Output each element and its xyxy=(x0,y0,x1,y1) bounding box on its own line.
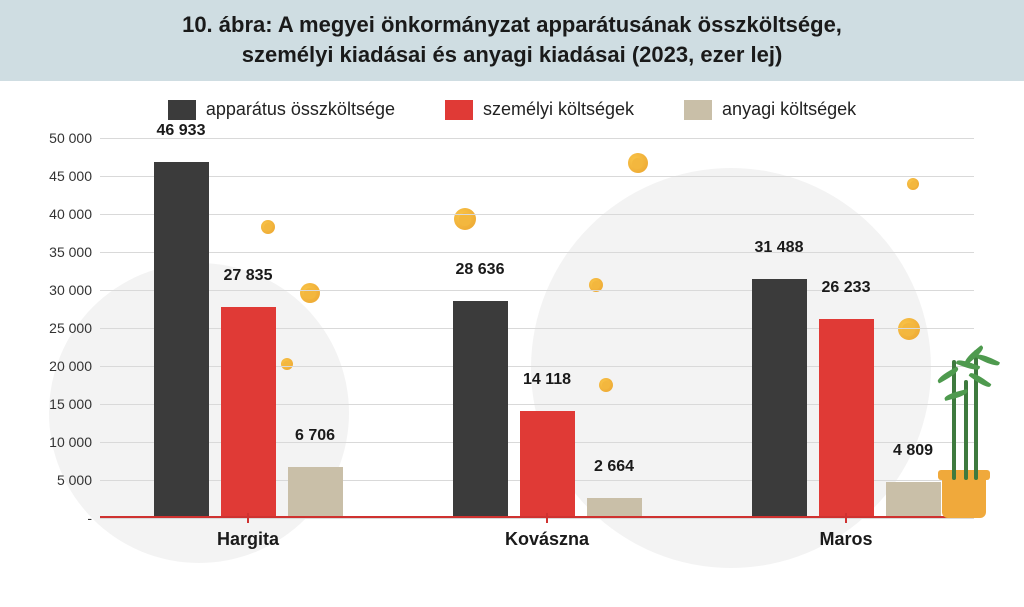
chart: 46 93327 8356 70628 63614 1182 66431 488… xyxy=(30,128,994,558)
axis-tick xyxy=(845,513,847,523)
legend: apparátus összköltsége személyi költségek… xyxy=(0,99,1024,120)
bar-value-label: 26 233 xyxy=(822,279,871,297)
baseline xyxy=(100,516,974,518)
y-axis-label: 30 000 xyxy=(30,282,92,298)
gridline xyxy=(100,214,974,215)
axis-tick xyxy=(247,513,249,523)
legend-swatch xyxy=(684,100,712,120)
category-label: Hargita xyxy=(217,529,279,550)
y-axis-label: 50 000 xyxy=(30,130,92,146)
bar-value-label: 46 933 xyxy=(157,122,206,140)
bar xyxy=(752,279,807,518)
chart-title: 10. ábra: A megyei önkormányzat apparátu… xyxy=(0,0,1024,81)
y-axis-label: 45 000 xyxy=(30,168,92,184)
title-line-1: 10. ábra: A megyei önkormányzat apparátu… xyxy=(20,10,1004,40)
legend-label: apparátus összköltsége xyxy=(206,99,395,120)
legend-label: személyi költségek xyxy=(483,99,634,120)
legend-label: anyagi költségek xyxy=(722,99,856,120)
y-axis-label: 20 000 xyxy=(30,358,92,374)
gridline xyxy=(100,252,974,253)
legend-swatch xyxy=(168,100,196,120)
gridline xyxy=(100,138,974,139)
bar xyxy=(154,162,209,519)
bar-value-label: 27 835 xyxy=(224,267,273,285)
y-axis-label: 35 000 xyxy=(30,244,92,260)
legend-swatch xyxy=(445,100,473,120)
bar xyxy=(453,301,508,519)
legend-item: apparátus összköltsége xyxy=(168,99,395,120)
category-label: Kovászna xyxy=(505,529,589,550)
bar xyxy=(288,467,343,518)
plot-area: 46 93327 8356 70628 63614 1182 66431 488… xyxy=(100,138,974,518)
bar-value-label: 31 488 xyxy=(755,239,804,257)
bar-value-label: 2 664 xyxy=(594,458,634,476)
bar xyxy=(819,319,874,518)
title-line-2: személyi kiadásai és anyagi kiadásai (20… xyxy=(20,40,1004,70)
gridline xyxy=(100,518,974,519)
bar-value-label: 6 706 xyxy=(295,427,335,445)
axis-tick xyxy=(546,513,548,523)
bar-value-label: 14 118 xyxy=(523,371,571,389)
y-axis-label: 5 000 xyxy=(30,472,92,488)
bar xyxy=(886,482,941,519)
y-axis-label: 15 000 xyxy=(30,396,92,412)
bar-value-label: 4 809 xyxy=(893,442,933,460)
bar-value-label: 28 636 xyxy=(456,261,505,279)
category-label: Maros xyxy=(819,529,872,550)
y-axis-label: 25 000 xyxy=(30,320,92,336)
plant-icon xyxy=(934,348,994,518)
legend-item: személyi költségek xyxy=(445,99,634,120)
gridline xyxy=(100,176,974,177)
y-axis-label: 10 000 xyxy=(30,434,92,450)
bar xyxy=(221,307,276,519)
legend-item: anyagi költségek xyxy=(684,99,856,120)
y-axis-label: 40 000 xyxy=(30,206,92,222)
y-axis-label: - xyxy=(30,510,92,526)
bar xyxy=(520,411,575,518)
bar xyxy=(587,498,642,518)
